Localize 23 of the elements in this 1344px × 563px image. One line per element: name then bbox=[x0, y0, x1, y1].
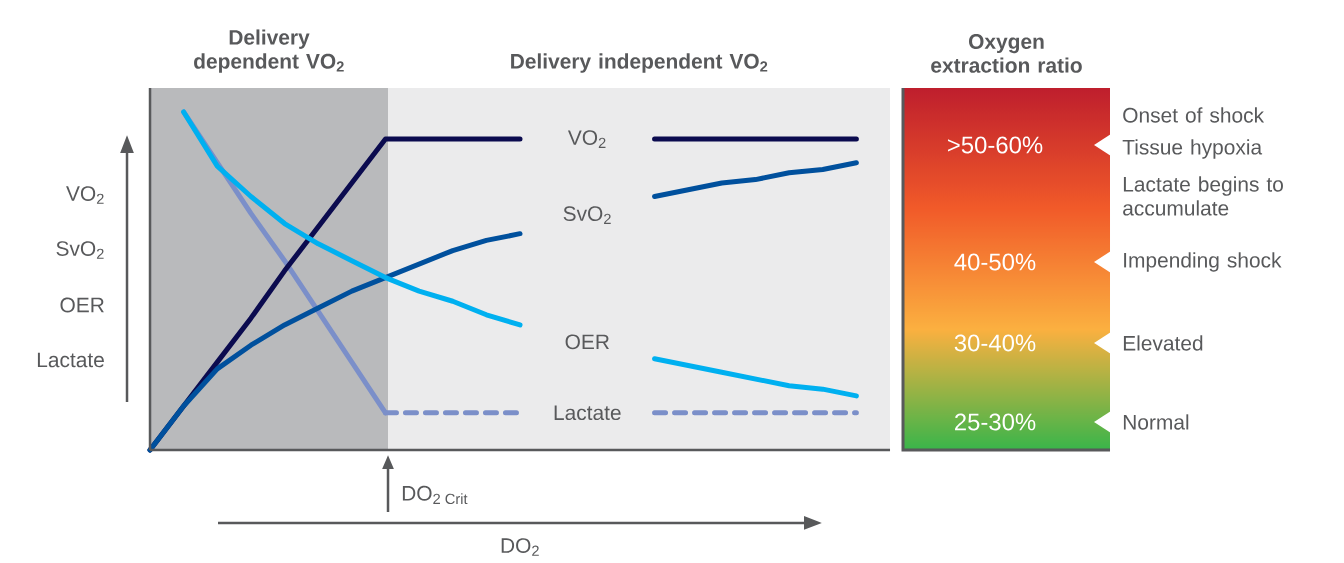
category-label: >50-60% bbox=[947, 136, 1043, 154]
category-label: 40-50% bbox=[954, 253, 1036, 271]
text: Onset of shock bbox=[1123, 107, 1265, 123]
text: OER bbox=[60, 297, 104, 313]
text: Delivery independent VO$_{2}$ bbox=[511, 53, 768, 73]
text: VO$_{2}$ bbox=[66, 186, 104, 204]
text: Tissue hypoxia bbox=[1122, 139, 1263, 159]
text: SvO$_{2}$ bbox=[56, 241, 104, 259]
text: DO$_{2 Crit}$ bbox=[402, 485, 468, 505]
text: Lactate begins to accumulate bbox=[1123, 176, 1283, 216]
text: Oxygen extraction ratio bbox=[931, 34, 1082, 73]
category-label: 25-30% bbox=[955, 413, 1036, 431]
text: Impending shock bbox=[1124, 252, 1282, 272]
text: SvO$_{2}$ bbox=[563, 206, 611, 224]
text: Elevated bbox=[1123, 335, 1203, 351]
text: Normal bbox=[1123, 414, 1189, 430]
text: VO$_{2}$ bbox=[567, 130, 606, 148]
series-label: Lactate bbox=[554, 405, 621, 421]
text: Lactate bbox=[37, 352, 104, 368]
text: OER bbox=[565, 334, 609, 350]
x-axis-title: DO$_{2}$ bbox=[501, 538, 539, 556]
category-label: 30-40% bbox=[954, 334, 1036, 352]
text: Delivery dependent VO$_{2}$ bbox=[194, 29, 344, 73]
